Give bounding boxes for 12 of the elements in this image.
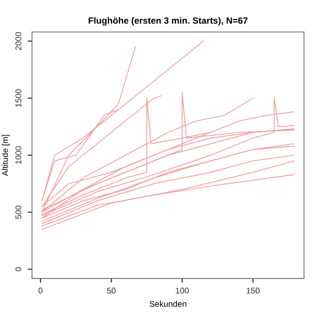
y-tick-label: 1500 — [15, 89, 22, 107]
y-axis-title: Altitude [m] — [2, 134, 10, 176]
x-tick-label: 100 — [176, 288, 189, 294]
y-tick-label: 0 — [15, 267, 22, 272]
y-tick-label: 1000 — [15, 146, 22, 164]
y-tick-label: 500 — [15, 206, 22, 219]
x-tick-label: 150 — [246, 288, 260, 294]
x-tick-label: 50 — [107, 288, 116, 294]
chart-title: Flughöhe (ersten 3 min. Starts), N=67 — [88, 17, 248, 26]
x-tick-label: 0 — [38, 288, 42, 294]
x-axis-title: Sekunden — [150, 300, 186, 307]
y-tick-label: 2000 — [15, 32, 22, 50]
